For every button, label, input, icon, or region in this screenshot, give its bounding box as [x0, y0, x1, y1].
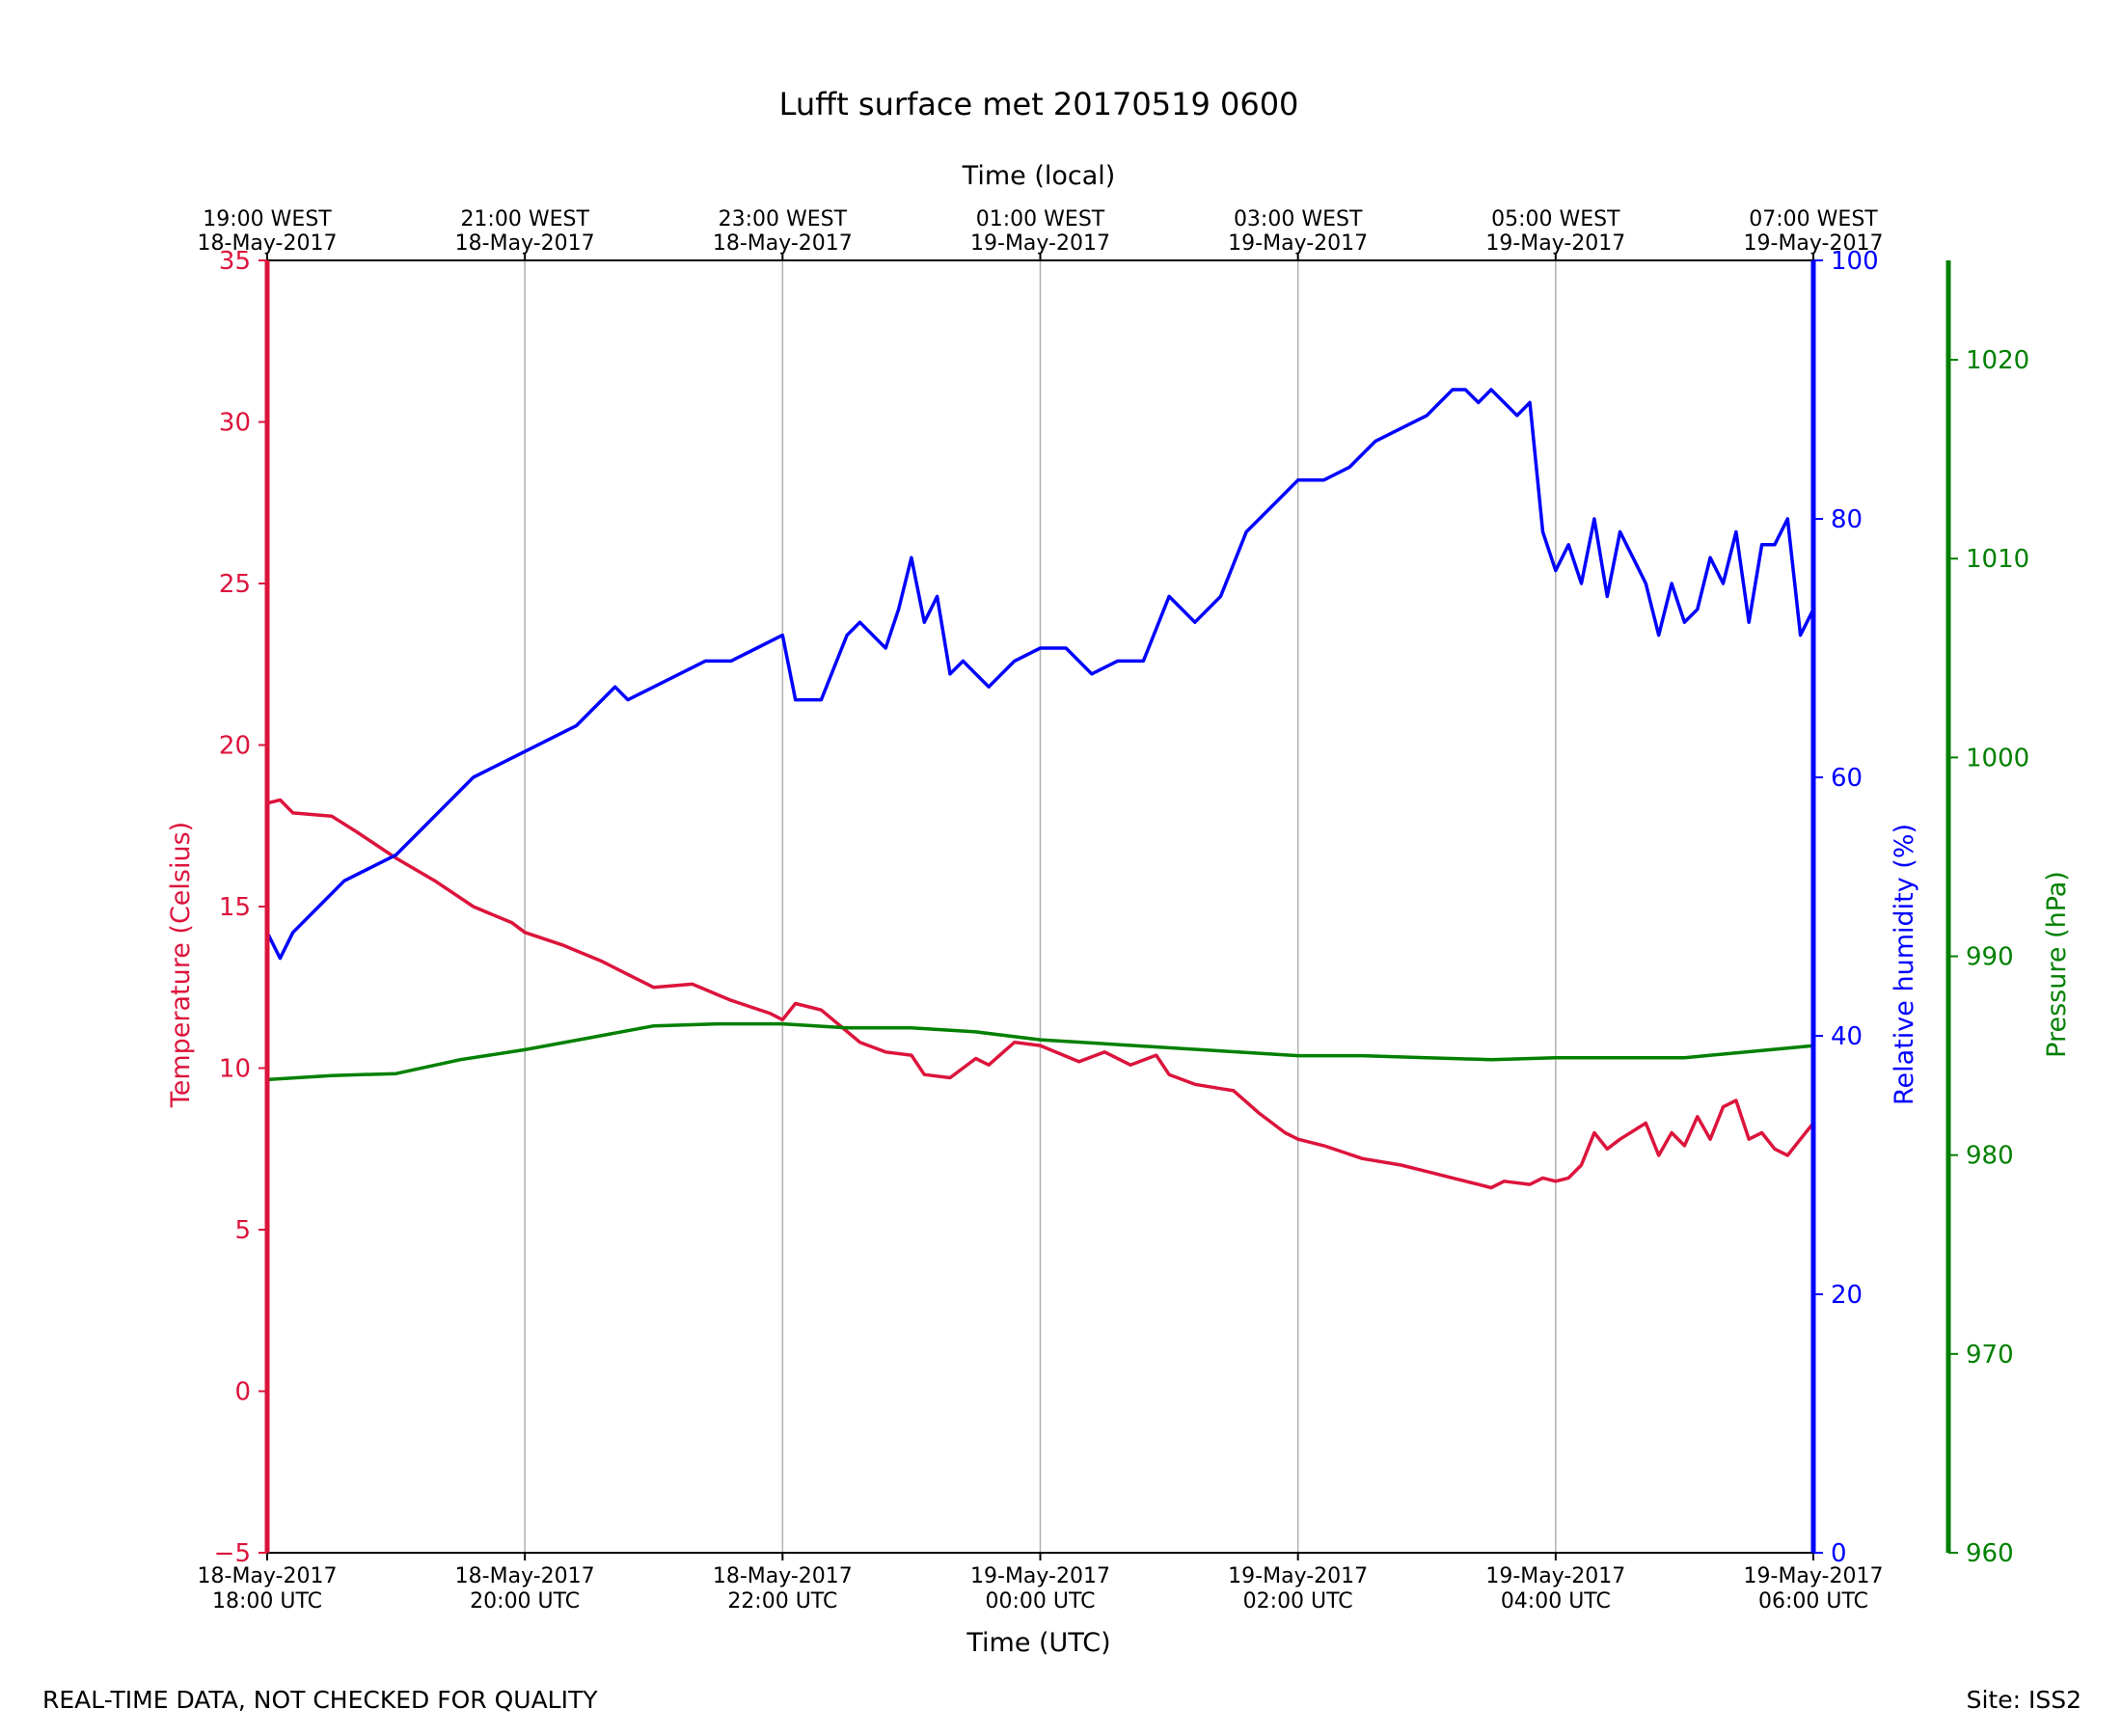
pressure-tick-label: 980	[1966, 1142, 2014, 1171]
series-lines	[265, 388, 1815, 1190]
humidity-tick-label: 20	[1831, 1281, 1863, 1310]
bottom-tick-date: 19-May-2017	[1744, 1564, 1884, 1588]
pressure-axis-label: Pressure (hPa)	[2042, 871, 2072, 1058]
pressure-tick-label: 1010	[1966, 545, 2029, 574]
bottom-tick-time: 00:00 UTC	[985, 1589, 1095, 1614]
series-line-relative-humidity	[265, 388, 1815, 961]
top-tick-date: 19-May-2017	[970, 231, 1110, 256]
bottom-tick-time: 20:00 UTC	[470, 1589, 580, 1614]
top-tick-date: 19-May-2017	[1485, 231, 1625, 256]
top-tick-time: 03:00 WEST	[1234, 207, 1363, 231]
temperature-tick-label: 30	[219, 409, 251, 438]
bottom-tick-date: 18-May-2017	[198, 1564, 338, 1588]
chart-title: Lufft surface met 20170519 0600	[779, 86, 1299, 122]
bottom-axis-label: Time (UTC)	[966, 1628, 1110, 1658]
temperature-tick-label: 15	[219, 893, 251, 922]
bottom-tick-time: 02:00 UTC	[1243, 1589, 1353, 1614]
bottom-tick-time: 18:00 UTC	[212, 1589, 322, 1614]
bottom-tick-time: 06:00 UTC	[1758, 1589, 1868, 1614]
humidity-tick-label: 40	[1831, 1022, 1863, 1051]
bottom-tick-date: 18-May-2017	[713, 1564, 853, 1588]
temperature-tick-label: 5	[234, 1216, 251, 1245]
top-tick-time: 23:00 WEST	[719, 207, 848, 231]
temperature-tick-label: 35	[219, 247, 251, 276]
humidity-axis-label: Relative humidity (%)	[1890, 824, 1919, 1105]
bottom-tick-time: 22:00 UTC	[727, 1589, 837, 1614]
pressure-tick-label: 960	[1966, 1539, 2014, 1568]
bottom-tick-time: 04:00 UTC	[1501, 1589, 1611, 1614]
temperature-tick-label: 25	[219, 570, 251, 599]
top-tick-time: 07:00 WEST	[1749, 207, 1878, 231]
top-tick-date: 19-May-2017	[1744, 231, 1884, 256]
top-tick-time: 05:00 WEST	[1491, 207, 1620, 231]
humidity-tick-label: 60	[1831, 764, 1863, 793]
top-tick-date: 18-May-2017	[455, 231, 595, 256]
pressure-tick-label: 1000	[1966, 744, 2029, 773]
humidity-tick-label: 80	[1831, 505, 1863, 534]
temperature-tick-label: 20	[219, 732, 251, 761]
series-line-temperature	[266, 798, 1815, 1190]
temperature-tick-label: 0	[234, 1378, 251, 1407]
top-tick-time: 19:00 WEST	[203, 207, 332, 231]
top-tick-time: 21:00 WEST	[460, 207, 589, 231]
bottom-tick-date: 18-May-2017	[455, 1564, 595, 1588]
temperature-axis-label: Temperature (Celsius)	[166, 822, 196, 1108]
top-tick-time: 01:00 WEST	[976, 207, 1105, 231]
bottom-tick-date: 19-May-2017	[1485, 1564, 1625, 1588]
top-tick-date: 19-May-2017	[1228, 231, 1368, 256]
temperature-tick-label: −5	[214, 1539, 251, 1568]
humidity-tick-label: 100	[1831, 247, 1879, 276]
grid-lines	[524, 260, 1557, 1553]
top-tick-date: 18-May-2017	[198, 231, 338, 256]
pressure-tick-label: 1020	[1966, 346, 2029, 375]
humidity-tick-label: 0	[1831, 1539, 1847, 1568]
site-label: Site: ISS2	[1966, 1686, 2081, 1714]
bottom-tick-date: 19-May-2017	[970, 1564, 1110, 1588]
pressure-tick-label: 990	[1966, 943, 2014, 972]
top-tick-date: 18-May-2017	[713, 231, 853, 256]
series-line-pressure	[266, 1021, 1814, 1082]
quality-disclaimer: REAL-TIME DATA, NOT CHECKED FOR QUALITY	[42, 1686, 598, 1714]
bottom-tick-date: 19-May-2017	[1228, 1564, 1368, 1588]
pressure-tick-label: 970	[1966, 1341, 2014, 1370]
chart-labels: Lufft surface met 20170519 0600 Time (lo…	[166, 86, 2072, 1658]
temperature-tick-label: 10	[219, 1055, 251, 1084]
top-axis-label: Time (local)	[962, 161, 1116, 191]
